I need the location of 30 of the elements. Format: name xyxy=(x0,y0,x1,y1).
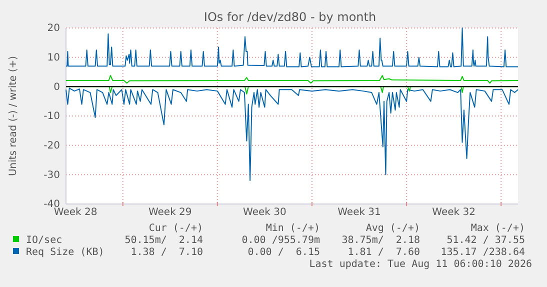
text: 50.15m/ 2.14 xyxy=(124,235,203,246)
y-tick-label: 20 xyxy=(47,23,60,34)
legend-label: Req Size (KB) xyxy=(26,247,104,258)
y-tick-label: -30 xyxy=(44,170,60,181)
text: Last update: Tue Aug 11 06:00:10 2026 xyxy=(309,259,532,270)
x-tick-label: Week 31 xyxy=(338,207,381,218)
y-tick-label: -10 xyxy=(44,111,60,122)
text: 1.81 / 7.60 xyxy=(348,247,420,258)
text: Min (-/+) xyxy=(266,223,320,234)
text: 0.00 / 6.15 xyxy=(248,247,320,258)
y-tick-label: -20 xyxy=(44,140,60,152)
y-axis-title: Units read (-) / write (+) xyxy=(8,56,19,176)
text: 0.00 /955.79m xyxy=(242,235,320,246)
y-tick-label: 0 xyxy=(54,82,60,93)
line-series xyxy=(66,28,518,68)
x-tick-label: Week 30 xyxy=(243,207,286,218)
text: Avg (-/+) xyxy=(366,223,420,234)
text: Cur (-/+) xyxy=(148,223,203,234)
x-tick-label: Week 29 xyxy=(148,207,192,218)
text: 1.38 / 7.10 xyxy=(130,247,203,258)
y-tick-label: 10 xyxy=(47,52,60,64)
text: 38.75m/ 2.18 xyxy=(342,235,420,246)
text: Max (-/+) xyxy=(470,223,525,234)
x-tick-label: Week 32 xyxy=(432,207,476,218)
legend-label: IO/sec xyxy=(26,235,62,246)
line-series xyxy=(66,88,518,182)
text: 135.17 /238.64 xyxy=(440,247,525,258)
chart-title: IOs for /dev/zd80 - by month xyxy=(204,10,376,24)
line-series xyxy=(66,75,518,84)
text: 51.42 / 37.55 xyxy=(446,235,525,246)
